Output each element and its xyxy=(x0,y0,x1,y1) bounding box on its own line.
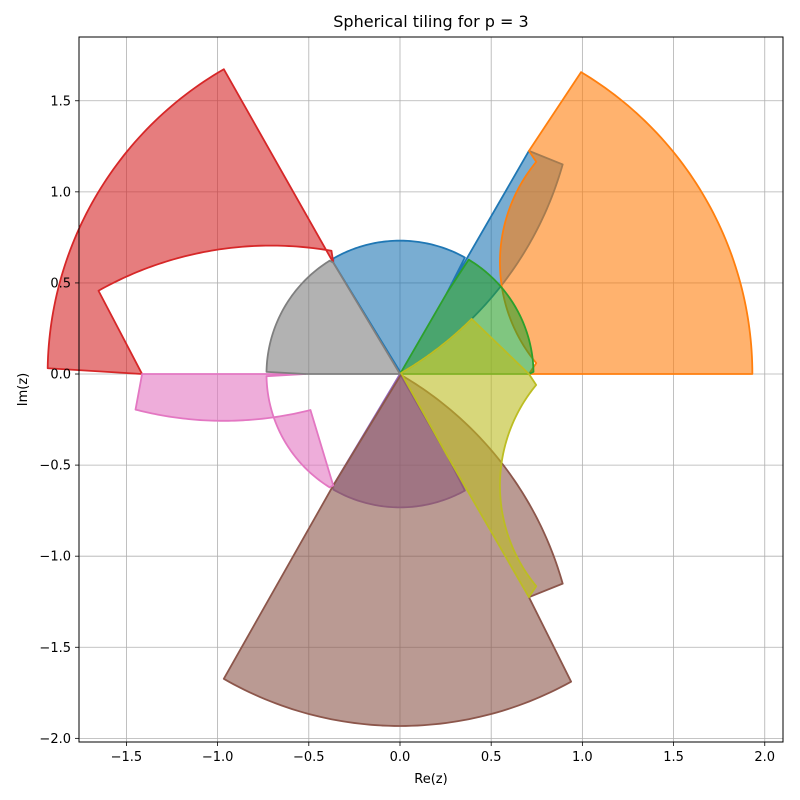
y-tick-label: 1.0 xyxy=(50,185,71,200)
x-tick-label: 1.0 xyxy=(572,750,593,765)
x-tick-label: 0.5 xyxy=(481,750,502,765)
tile-region-4 xyxy=(46,68,335,375)
plot-frame xyxy=(78,36,784,743)
x-tick-label: −1.0 xyxy=(202,750,234,765)
x-tick-label: −0.5 xyxy=(293,750,325,765)
y-tick-label: 0.5 xyxy=(50,276,71,291)
tile-region-8 xyxy=(265,259,401,375)
axis-ticks: −1.5 −1.0 −0.5 0.0 0.5 1.0 1.5 2.0 −2.0 −1.5 −1.0 −… xyxy=(39,94,775,765)
y-axis-label: Im(z) xyxy=(16,373,31,406)
tile-region-7 xyxy=(134,373,335,489)
y-tick-label: −1.5 xyxy=(39,641,71,656)
y-tick-label: 1.5 xyxy=(50,94,71,109)
y-tick-label: −0.5 xyxy=(39,459,71,474)
x-tick-label: −1.5 xyxy=(111,750,143,765)
x-tick-label: 2.0 xyxy=(754,750,775,765)
x-tick-label: 0.0 xyxy=(390,750,411,765)
x-tick-label: 1.5 xyxy=(663,750,684,765)
x-axis-label: Re(z) xyxy=(414,772,447,787)
tiling-regions xyxy=(46,68,754,727)
y-tick-label: 0.0 xyxy=(50,368,71,383)
tile-region-9 xyxy=(400,317,538,599)
y-tick-label: −2.0 xyxy=(39,732,71,747)
chart-title: Spherical tiling for p = 3 xyxy=(333,12,528,31)
y-tick-label: −1.0 xyxy=(39,550,71,565)
